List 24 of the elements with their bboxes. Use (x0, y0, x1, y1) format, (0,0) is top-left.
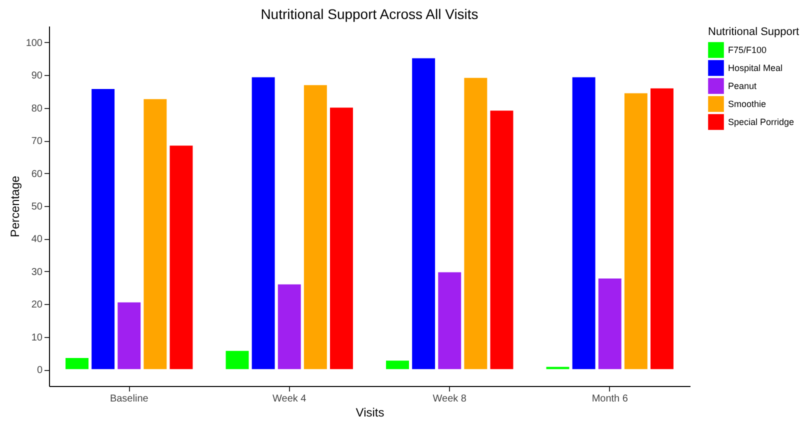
legend-title: Nutritional Support (708, 26, 800, 38)
legend-label: Special Porridge (728, 117, 794, 127)
y-tick-label: 40 (31, 234, 43, 246)
legend-label: Hospital Meal (728, 63, 783, 73)
legend-label: Peanut (728, 81, 758, 91)
x-tick-label: Week 4 (272, 394, 307, 404)
chart-title: Nutritional Support Across All Visits (260, 6, 478, 22)
y-tick-label: 10 (31, 332, 43, 344)
y-tick-label: 70 (31, 136, 43, 148)
legend-label: F75/F100 (728, 45, 767, 55)
x-tick-label: Month 6 (592, 394, 628, 404)
y-tick-label: 30 (31, 266, 43, 278)
y-tick-label: 60 (31, 168, 43, 180)
y-tick-label: 100 (26, 38, 43, 49)
y-tick-label: 80 (31, 103, 43, 114)
y-axis-title: Percentage (8, 175, 22, 238)
y-tick-label: 90 (31, 70, 43, 82)
x-axis-title: Visits (356, 406, 384, 420)
x-tick-label: Baseline (110, 394, 149, 404)
legend-label: Smoothie (728, 99, 766, 109)
x-tick-label: Week 8 (432, 394, 467, 404)
y-tick-label: 0 (36, 365, 43, 376)
y-tick-label: 50 (31, 202, 43, 212)
y-tick-label: 20 (31, 300, 43, 311)
